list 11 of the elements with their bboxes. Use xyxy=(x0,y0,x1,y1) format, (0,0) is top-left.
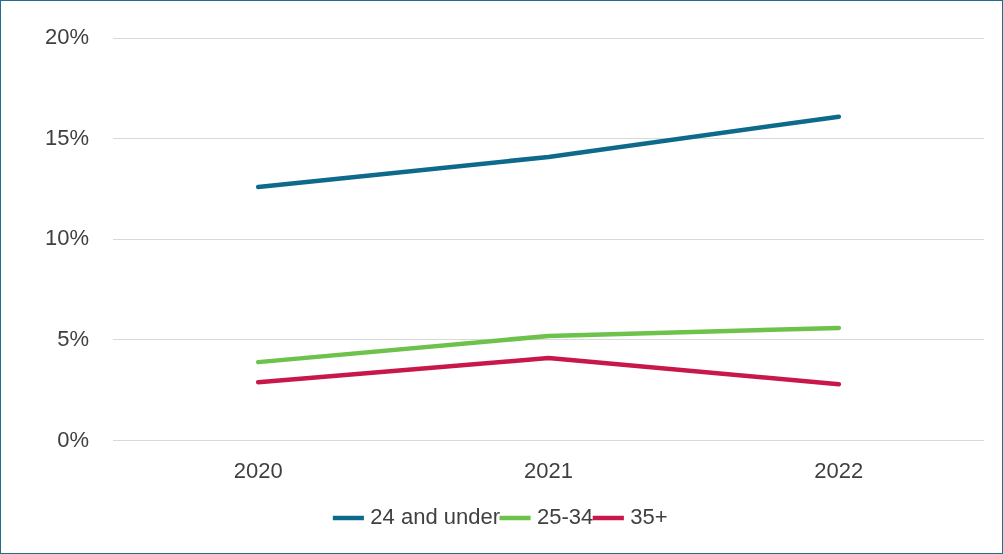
x-tick-label: 2021 xyxy=(524,457,573,483)
legend-label: 35+ xyxy=(630,504,668,530)
y-tick-label: 5% xyxy=(57,326,90,352)
x-tick-label: 2022 xyxy=(814,457,864,483)
legend-label: 25-34 xyxy=(537,504,594,530)
y-tick-label: 0% xyxy=(57,426,90,452)
y-tick-label: 15% xyxy=(44,124,90,150)
x-tick-label: 2020 xyxy=(233,457,283,483)
legend-label: 24 and under xyxy=(370,504,501,530)
y-tick-label: 20% xyxy=(44,24,90,50)
y-tick-label: 10% xyxy=(44,225,90,251)
